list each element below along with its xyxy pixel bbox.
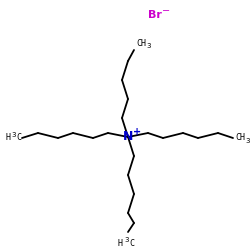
Text: H: H xyxy=(5,134,10,142)
Text: CH: CH xyxy=(136,38,146,48)
Text: 3: 3 xyxy=(245,138,250,144)
Text: −: − xyxy=(162,6,170,16)
Text: CH: CH xyxy=(235,134,245,142)
Text: +: + xyxy=(133,127,141,137)
Text: N: N xyxy=(123,130,133,143)
Text: 3: 3 xyxy=(124,237,128,243)
Text: Br: Br xyxy=(148,10,162,20)
Text: 3: 3 xyxy=(146,43,150,49)
Text: 3: 3 xyxy=(11,132,16,138)
Text: C: C xyxy=(129,238,134,248)
Text: H: H xyxy=(118,238,123,248)
Text: C: C xyxy=(16,134,21,142)
